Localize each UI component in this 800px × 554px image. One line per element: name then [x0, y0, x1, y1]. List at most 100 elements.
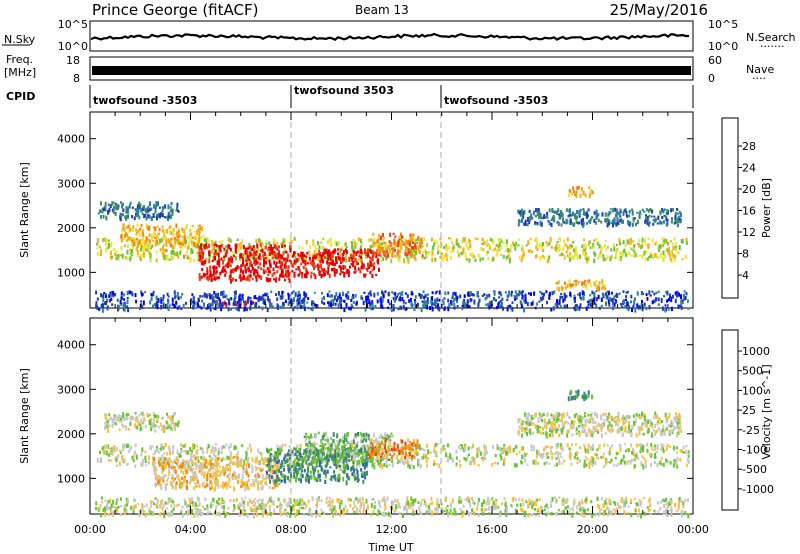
- velocity-cell: [377, 457, 380, 461]
- power-cell: [226, 251, 229, 255]
- velocity-cell: [434, 450, 437, 454]
- power-cell: [382, 293, 385, 299]
- power-cell: [171, 230, 174, 235]
- power-cell: [593, 302, 596, 305]
- velocity-cell: [421, 448, 424, 451]
- power-cell: [611, 219, 614, 223]
- power-cell: [288, 271, 291, 275]
- power-cell: [152, 304, 154, 308]
- power-cell: [203, 238, 206, 242]
- power-cell: [277, 252, 280, 255]
- power-cell: [610, 221, 613, 224]
- velocity-cell: [464, 445, 466, 449]
- power-cell: [172, 256, 175, 260]
- power-cell: [596, 241, 599, 246]
- power-cell: [372, 252, 375, 257]
- power-cell: [112, 291, 115, 295]
- velocity-cell: [442, 446, 445, 449]
- velocity-cell: [560, 430, 563, 435]
- power-cell: [310, 262, 313, 266]
- velocity-cell: [108, 459, 110, 462]
- velocity-cell: [615, 416, 618, 419]
- power-cell: [188, 256, 191, 260]
- power-cell: [507, 247, 510, 253]
- power-cell: [178, 234, 181, 238]
- power-cell: [559, 210, 562, 215]
- velocity-cell: [654, 444, 657, 449]
- power-cell: [633, 217, 636, 220]
- velocity-cell: [407, 460, 410, 465]
- power-cell: [385, 256, 388, 261]
- power-cell: [114, 211, 117, 216]
- power-cell: [426, 304, 428, 310]
- power-cell: [393, 238, 396, 242]
- power-cell: [278, 246, 280, 249]
- velocity-cell: [619, 444, 622, 447]
- power-cell: [116, 298, 119, 302]
- power-cell: [592, 297, 595, 302]
- power-cell: [264, 298, 267, 302]
- power-cell: [613, 302, 616, 305]
- power-cell: [493, 307, 496, 310]
- power-cell: [565, 208, 568, 212]
- power-cell: [521, 245, 524, 248]
- power-cell: [156, 216, 158, 221]
- velocity-cell: [675, 416, 677, 420]
- power-cell: [407, 240, 410, 246]
- velocity-cell: [583, 459, 586, 465]
- power-cell: [498, 248, 501, 252]
- power-cell: [630, 238, 632, 241]
- velocity-cell: [545, 461, 548, 465]
- velocity-cell: [115, 447, 118, 452]
- power-cell: [287, 269, 290, 274]
- power-cell: [225, 245, 228, 249]
- velocity-cell: [590, 415, 593, 421]
- power-cell: [558, 247, 561, 251]
- power-cell: [149, 253, 152, 258]
- power-cell: [173, 293, 176, 297]
- power-cell: [251, 266, 254, 270]
- velocity-cell: [553, 464, 556, 467]
- power-cell: [144, 213, 147, 218]
- power-cell: [97, 212, 100, 215]
- power-cell: [641, 237, 644, 243]
- power-cell: [546, 211, 549, 217]
- power-cell: [282, 274, 285, 278]
- velocity-cell: [159, 457, 162, 462]
- velocity-cell: [143, 419, 146, 422]
- velocity-cell: [654, 411, 657, 416]
- power-cell: [163, 243, 166, 246]
- power-cell: [672, 253, 675, 259]
- velocity-cell: [665, 448, 668, 452]
- velocity-cell: [354, 459, 357, 462]
- velocity-cell: [241, 444, 244, 447]
- power-cell: [147, 213, 150, 219]
- power-cell: [170, 214, 173, 220]
- power-cell: [340, 248, 343, 251]
- velocity-cell: [164, 426, 167, 431]
- power-cell: [407, 239, 410, 243]
- power-cell: [495, 254, 498, 257]
- power-cell: [430, 249, 433, 252]
- velocity-cell: [524, 430, 526, 434]
- power-cell: [311, 306, 314, 312]
- power-cell: [619, 210, 622, 214]
- velocity-cell: [320, 457, 323, 460]
- power-cell: [602, 284, 604, 289]
- power-cell: [135, 299, 138, 304]
- power-cell: [492, 248, 495, 252]
- velocity-cell: [412, 448, 415, 452]
- power-cell: [369, 245, 372, 250]
- velocity-cell: [169, 450, 171, 456]
- power-cell: [421, 254, 424, 258]
- velocity-cell: [602, 455, 605, 459]
- power-cell: [527, 217, 529, 222]
- power-cell: [275, 245, 278, 250]
- power-cell: [422, 303, 425, 308]
- power-cell: [326, 260, 329, 265]
- power-cell: [126, 299, 129, 305]
- velocity-cell: [208, 459, 211, 464]
- velocity-cell: [675, 463, 678, 467]
- power-cell: [301, 300, 304, 304]
- power-region-5: [97, 201, 180, 222]
